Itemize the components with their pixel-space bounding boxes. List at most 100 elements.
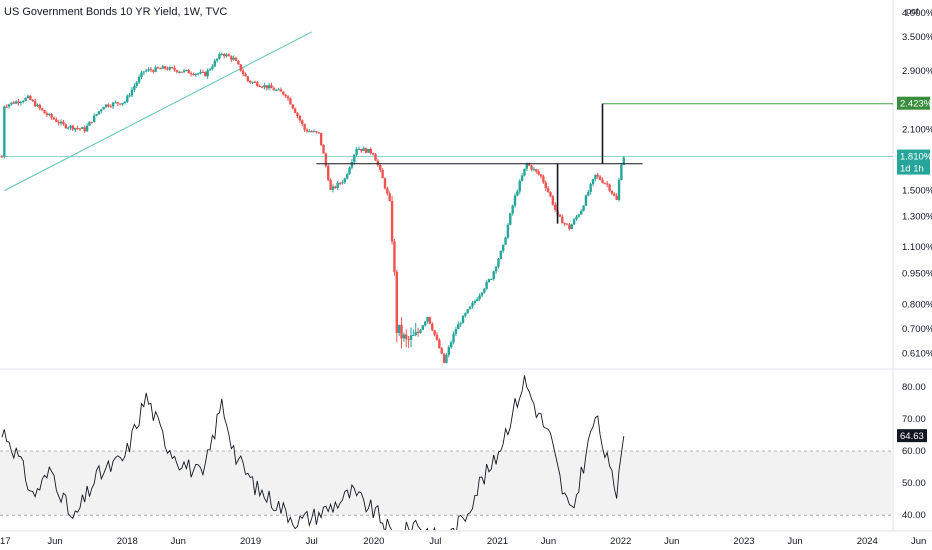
candle bbox=[175, 69, 179, 74]
time-tick-label: Jun bbox=[541, 536, 556, 547]
candle bbox=[572, 217, 576, 225]
candle bbox=[293, 107, 297, 114]
candle-body bbox=[26, 95, 30, 98]
candle-body bbox=[338, 182, 342, 184]
candle bbox=[591, 178, 595, 187]
candle bbox=[516, 189, 519, 197]
candle bbox=[170, 66, 174, 69]
candle bbox=[140, 70, 143, 80]
candle-body bbox=[582, 205, 585, 211]
candle bbox=[199, 69, 202, 75]
candle-body bbox=[483, 288, 486, 293]
price-tick-label: 0.950% bbox=[902, 268, 932, 279]
candle-body bbox=[362, 148, 365, 151]
candle bbox=[144, 68, 148, 73]
candle bbox=[12, 100, 15, 105]
candle bbox=[298, 114, 302, 123]
candle bbox=[48, 113, 51, 117]
rsi-pane[interactable] bbox=[0, 375, 893, 547]
time-tick-label: 2020 bbox=[363, 536, 384, 547]
candle-body bbox=[10, 102, 13, 105]
candle-body bbox=[298, 116, 302, 121]
candle-body bbox=[475, 299, 479, 302]
candle-body bbox=[253, 81, 257, 83]
candle-body bbox=[227, 54, 231, 57]
candle-body bbox=[52, 117, 56, 120]
candle-body bbox=[111, 102, 115, 107]
candle-body bbox=[492, 271, 495, 279]
candle bbox=[360, 148, 363, 153]
candle bbox=[338, 181, 342, 186]
candle-body bbox=[371, 153, 375, 155]
candle-body bbox=[81, 127, 84, 129]
candle-body bbox=[3, 106, 6, 157]
candle bbox=[286, 95, 290, 101]
candle-body bbox=[331, 186, 335, 190]
candle-body bbox=[409, 335, 413, 340]
candle bbox=[452, 331, 455, 345]
candle bbox=[459, 321, 462, 327]
candle bbox=[97, 111, 101, 116]
candle-body bbox=[291, 104, 294, 109]
time-tick-label: Jun bbox=[171, 536, 186, 547]
candle-body bbox=[606, 183, 609, 185]
candle bbox=[163, 65, 167, 71]
candle bbox=[74, 127, 77, 133]
ascending-trendline[interactable] bbox=[4, 31, 312, 192]
candle bbox=[345, 172, 349, 180]
time-tick-label: 2024 bbox=[857, 536, 878, 547]
price-tick-label: 1.300% bbox=[902, 212, 932, 223]
candle bbox=[492, 270, 495, 281]
candle bbox=[249, 80, 252, 84]
candle-body bbox=[116, 102, 120, 104]
candle-body bbox=[497, 259, 500, 267]
candle bbox=[419, 328, 422, 334]
candle bbox=[440, 346, 443, 355]
candle bbox=[69, 124, 72, 131]
candle bbox=[211, 64, 214, 71]
candle bbox=[100, 108, 103, 114]
candle-body bbox=[180, 71, 183, 73]
candle bbox=[367, 148, 370, 153]
candle bbox=[423, 320, 427, 327]
candle-body bbox=[107, 104, 110, 107]
candle bbox=[256, 80, 259, 88]
candle bbox=[400, 317, 403, 349]
rsi-tick-label: 70.00 bbox=[902, 414, 926, 425]
candle-body bbox=[286, 96, 290, 99]
candle-body bbox=[319, 132, 323, 145]
candle bbox=[104, 104, 108, 109]
candle bbox=[353, 154, 356, 165]
time-axis[interactable]: 17 Jun 2018 Jun 2019 Jul 2020 Jul 2021 Jun 2022 Jun… bbox=[0, 536, 926, 547]
candle bbox=[527, 162, 531, 166]
chart-title: US Government Bonds 10 YR Yield, 1W, TVC bbox=[4, 6, 228, 18]
candle bbox=[95, 114, 98, 117]
candle-body bbox=[390, 201, 394, 242]
candle bbox=[178, 70, 181, 74]
candle-body bbox=[594, 174, 597, 179]
candle bbox=[152, 69, 155, 74]
candle bbox=[584, 194, 588, 207]
candle bbox=[435, 332, 439, 341]
candle bbox=[497, 257, 500, 269]
candle bbox=[263, 82, 266, 90]
candle-body bbox=[149, 69, 153, 71]
candle-body bbox=[175, 70, 179, 73]
rsi-line[interactable] bbox=[1, 375, 625, 547]
candle-body bbox=[468, 306, 472, 310]
main-price-pane[interactable] bbox=[0, 0, 932, 532]
candle bbox=[466, 309, 469, 314]
candle-body bbox=[435, 334, 439, 340]
candle-body bbox=[279, 89, 283, 92]
candle-body bbox=[393, 241, 396, 272]
candle-body bbox=[454, 329, 458, 334]
candle-body bbox=[272, 88, 276, 91]
candle-body bbox=[237, 60, 240, 65]
candle-body bbox=[213, 60, 216, 67]
candle-body bbox=[620, 164, 623, 181]
candle bbox=[457, 321, 460, 330]
candle bbox=[414, 322, 417, 337]
candle-body bbox=[407, 338, 410, 340]
